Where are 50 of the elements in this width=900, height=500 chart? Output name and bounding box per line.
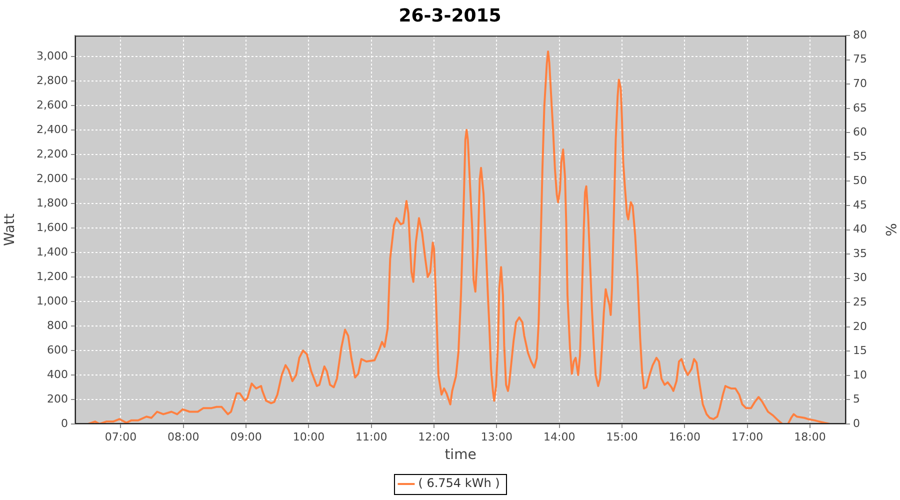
x-tick-label: 09:00 [230, 430, 262, 444]
y-tick-label: 1,600 [36, 220, 68, 234]
y2-tick-label: 65 [853, 101, 867, 114]
y-tick-label: 2,200 [36, 147, 68, 160]
legend-label: ( 6.754 kWh ) [418, 476, 500, 490]
y2-axis-title: % [882, 223, 898, 236]
y2-tick-label: 80 [853, 28, 867, 42]
y2-tick-label: 75 [853, 52, 867, 66]
y2-tick-label: 40 [853, 222, 867, 236]
y2-tick-label: 70 [853, 77, 867, 90]
y2-tick-label: 20 [853, 320, 867, 333]
x-tick-label: 10:00 [292, 430, 325, 444]
y2-tick-label: 35 [853, 246, 867, 260]
y-tick-label: 400 [47, 368, 68, 381]
y-tick-label: 1,200 [36, 270, 68, 283]
x-tick-label: 16:00 [668, 430, 701, 444]
y2-tick-label: 10 [853, 368, 867, 382]
y-tick-label: 800 [47, 318, 68, 332]
y-tick-label: 2,400 [36, 122, 68, 136]
y-tick-label: 0 [61, 416, 68, 430]
y-tick-label: 1,800 [36, 196, 68, 210]
y2-tick-label: 5 [853, 392, 860, 406]
y-tick-label: 1,000 [36, 294, 68, 308]
x-tick-label: 14:00 [543, 430, 576, 444]
x-tick-label: 17:00 [731, 430, 764, 444]
x-tick-label: 11:00 [356, 430, 388, 444]
y2-tick-label: 55 [853, 150, 867, 163]
y2-tick-label: 0 [853, 416, 860, 430]
y-tick-label: 2,000 [36, 172, 68, 185]
x-tick-label: 12:00 [418, 430, 450, 444]
y2-tick-label: 45 [853, 198, 867, 212]
y2-tick-label: 15 [853, 344, 867, 358]
y-axis-title: Watt [2, 213, 18, 246]
y2-tick-label: 50 [853, 174, 867, 188]
y-tick-label: 200 [47, 392, 68, 406]
x-axis-title: time [444, 447, 476, 464]
x-tick-label: 15:00 [606, 430, 638, 444]
y2-tick-label: 60 [853, 126, 867, 139]
x-tick-label: 08:00 [168, 430, 200, 444]
x-tick-label: 18:00 [794, 430, 826, 444]
y-tick-label: 2,800 [36, 74, 68, 87]
x-tick-label: 07:00 [104, 430, 137, 444]
chart-title: 26-3-2015 [398, 5, 502, 26]
y-tick-label: 600 [47, 343, 68, 356]
x-tick-label: 13:00 [480, 430, 513, 444]
y2-tick-label: 30 [853, 271, 867, 284]
y2-tick-label: 25 [853, 295, 867, 308]
y-tick-label: 2,600 [36, 98, 68, 112]
y-tick-label: 1,400 [36, 245, 68, 258]
y-tick-label: 3,000 [36, 49, 68, 62]
